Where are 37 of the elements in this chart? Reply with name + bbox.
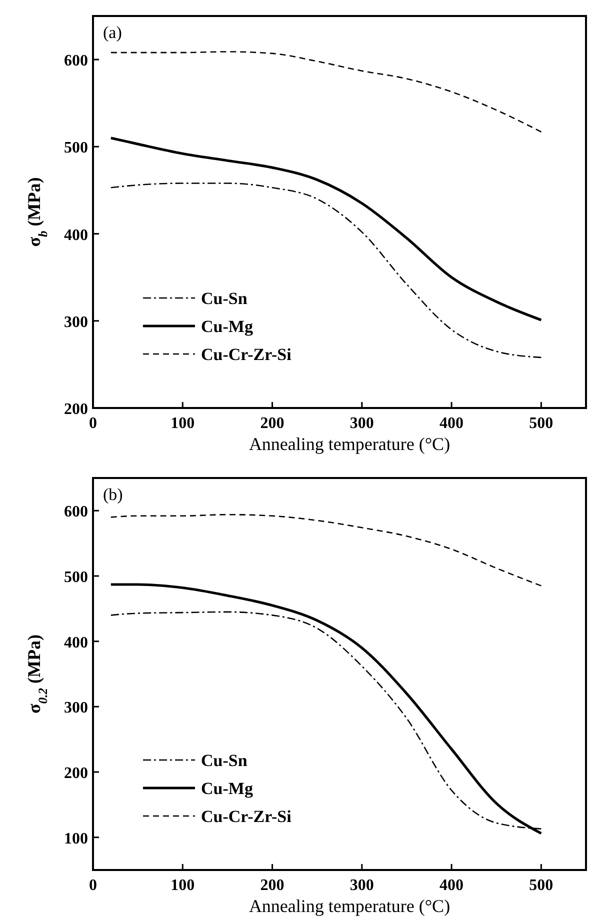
- x-tick-label: 200: [260, 877, 284, 894]
- x-tick-label: 300: [350, 415, 374, 432]
- x-tick-label: 200: [260, 415, 284, 432]
- x-axis-title: Annealing temperature (°C): [248, 896, 450, 916]
- y-tick-label: 500: [64, 140, 88, 157]
- x-tick-label: 300: [350, 877, 374, 894]
- x-tick-label: 400: [440, 877, 464, 894]
- x-tick-label: 500: [529, 415, 554, 432]
- y-tick-label: 400: [64, 226, 88, 244]
- y-tick-label: 500: [64, 569, 88, 586]
- legend-label: Cu-Mg: [201, 317, 254, 336]
- chart-title: (b): [103, 485, 123, 504]
- y-tick-label: 100: [64, 830, 88, 848]
- y-tick-label: 600: [64, 52, 88, 70]
- x-tick-label: 0: [89, 415, 97, 432]
- legend-label: Cu-Cr-Zr-Si: [201, 345, 292, 364]
- x-tick-label: 500: [529, 877, 554, 894]
- y-tick-label: 300: [64, 700, 88, 717]
- x-tick-label: 100: [170, 877, 195, 894]
- x-tick-label: 0: [89, 877, 97, 894]
- chart-title: (a): [103, 23, 122, 42]
- legend-label: Cu-Sn: [201, 289, 248, 308]
- line-series: [110, 514, 542, 586]
- x-tick-label: 100: [170, 415, 195, 432]
- legend-label: Cu-Mg: [201, 779, 254, 798]
- y-tick-label: 600: [64, 504, 88, 521]
- y-tick-label: 400: [64, 634, 88, 652]
- x-axis-title: Annealing temperature (°C): [248, 434, 450, 454]
- y-tick-label: 200: [64, 401, 88, 418]
- x-tick-label: 400: [440, 415, 464, 432]
- line-series: [110, 51, 542, 133]
- legend-label: Cu-Sn: [201, 751, 248, 770]
- line-series: [110, 182, 542, 358]
- legend-label: Cu-Cr-Zr-Si: [201, 807, 292, 826]
- y-tick-label: 200: [64, 765, 88, 782]
- y-tick-label: 300: [64, 314, 88, 331]
- line-series: [110, 136, 542, 322]
